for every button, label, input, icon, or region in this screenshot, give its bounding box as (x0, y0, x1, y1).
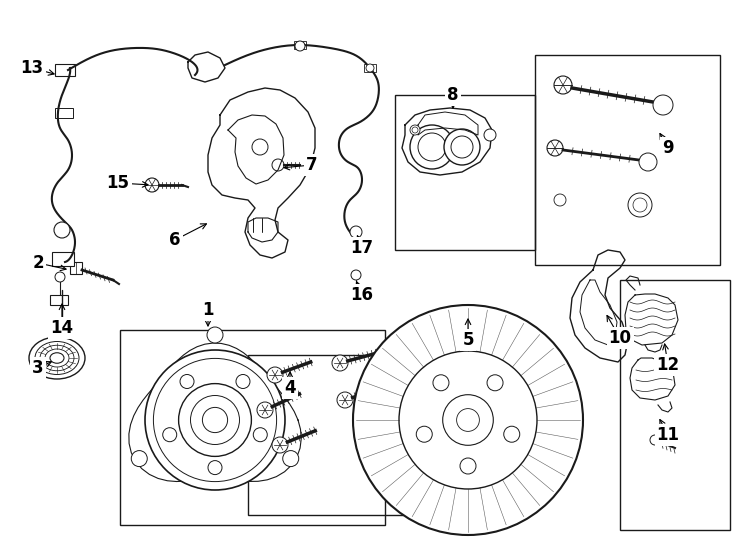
Text: 10: 10 (608, 329, 631, 347)
Text: 11: 11 (656, 426, 680, 444)
Circle shape (131, 450, 148, 467)
Circle shape (418, 133, 446, 161)
Text: 9: 9 (662, 139, 674, 157)
Text: 8: 8 (447, 86, 459, 104)
Circle shape (457, 409, 479, 431)
Circle shape (191, 395, 239, 444)
Text: 13: 13 (21, 59, 43, 77)
Text: 16: 16 (351, 286, 374, 304)
Circle shape (350, 226, 362, 238)
Bar (55, 64, 75, 76)
Circle shape (444, 129, 480, 165)
Ellipse shape (29, 337, 85, 379)
Circle shape (207, 327, 223, 343)
Circle shape (332, 355, 348, 371)
Bar (395, 95, 535, 250)
Bar (364, 64, 376, 72)
Circle shape (487, 375, 503, 391)
Circle shape (236, 375, 250, 388)
Circle shape (272, 437, 288, 453)
Text: 4: 4 (284, 379, 296, 397)
Circle shape (267, 367, 283, 383)
Circle shape (253, 428, 267, 442)
Text: 5: 5 (462, 331, 473, 349)
Circle shape (410, 125, 454, 169)
Circle shape (433, 375, 449, 391)
Circle shape (416, 426, 432, 442)
Bar (55, 108, 73, 118)
Circle shape (366, 64, 374, 72)
Circle shape (295, 41, 305, 51)
Circle shape (163, 428, 177, 442)
Circle shape (351, 270, 361, 280)
Ellipse shape (50, 353, 64, 363)
Circle shape (54, 222, 70, 238)
Circle shape (145, 350, 285, 490)
Circle shape (399, 351, 537, 489)
Text: 1: 1 (203, 301, 214, 319)
Circle shape (410, 125, 420, 135)
Bar (50, 295, 68, 305)
Circle shape (252, 139, 268, 155)
Text: 2: 2 (32, 254, 44, 272)
Circle shape (203, 407, 228, 433)
Bar (120, 330, 385, 525)
Circle shape (353, 305, 583, 535)
Text: 17: 17 (350, 239, 374, 257)
Circle shape (547, 140, 563, 156)
Circle shape (628, 193, 652, 217)
Bar (535, 55, 720, 265)
Circle shape (554, 76, 572, 94)
Circle shape (504, 426, 520, 442)
Circle shape (443, 395, 493, 446)
Circle shape (650, 435, 660, 445)
Text: 15: 15 (106, 174, 129, 192)
Circle shape (153, 359, 277, 482)
Text: 12: 12 (656, 356, 680, 374)
Circle shape (55, 272, 65, 282)
Text: 7: 7 (306, 156, 318, 174)
Circle shape (451, 136, 473, 158)
Ellipse shape (40, 345, 74, 371)
Bar (248, 355, 403, 515)
Ellipse shape (45, 349, 69, 367)
Circle shape (337, 392, 353, 408)
Ellipse shape (35, 341, 79, 375)
Circle shape (412, 127, 418, 133)
Circle shape (554, 194, 566, 206)
Circle shape (484, 129, 496, 141)
Bar (70, 262, 82, 274)
Circle shape (145, 178, 159, 192)
Bar (620, 280, 730, 530)
Bar (294, 41, 306, 49)
Circle shape (272, 159, 284, 171)
Circle shape (283, 450, 299, 467)
Circle shape (639, 153, 657, 171)
Text: 14: 14 (51, 319, 73, 337)
Circle shape (180, 375, 194, 388)
Circle shape (653, 95, 673, 115)
Circle shape (257, 402, 273, 418)
Circle shape (460, 458, 476, 474)
Circle shape (208, 461, 222, 475)
Circle shape (178, 383, 252, 456)
Text: 6: 6 (170, 231, 181, 249)
Circle shape (633, 198, 647, 212)
Text: 3: 3 (32, 359, 44, 377)
Bar (52, 252, 74, 266)
